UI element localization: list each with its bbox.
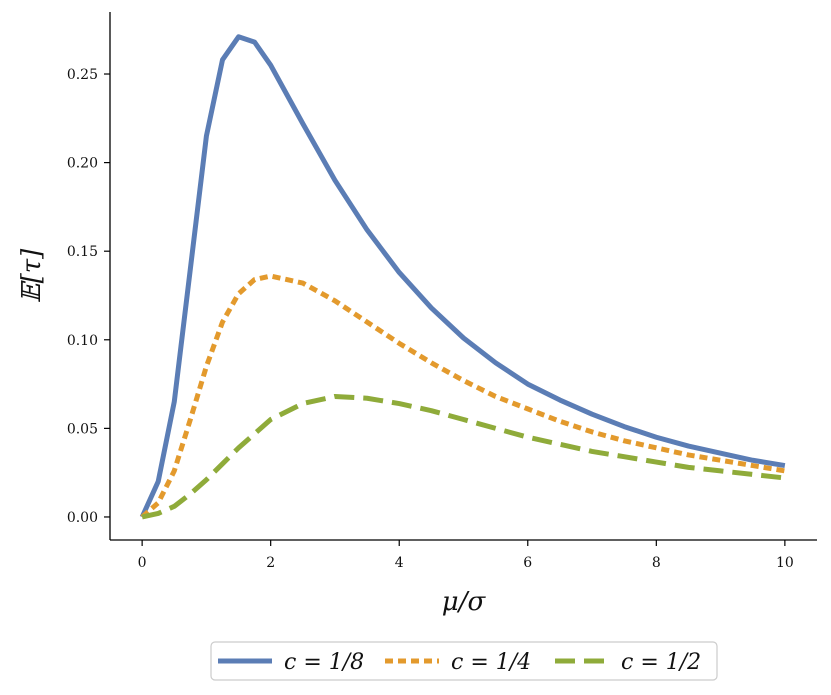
- legend-label-2: c = 1/4: [451, 650, 531, 675]
- y-tick-label: 0.15: [67, 244, 98, 260]
- y-tick-label: 0.05: [67, 421, 98, 437]
- y-axis-title: 𝔼[τ]: [17, 248, 47, 303]
- series-line-1: [139, 34, 786, 519]
- legend-label-3: c = 1/2: [621, 650, 701, 675]
- series-line-2: [140, 273, 786, 519]
- x-tick-label: 10: [776, 555, 794, 571]
- x-tick-label: 4: [395, 555, 404, 571]
- x-tick-label: 0: [138, 555, 147, 571]
- legend-label-1: c = 1/8: [284, 650, 364, 675]
- y-tick-label: 0.10: [67, 333, 98, 349]
- x-tick-label: 6: [523, 555, 532, 571]
- x-axis-title: μ/σ: [442, 587, 487, 617]
- plot-area: [139, 34, 786, 520]
- y-tick-label: 0.25: [67, 67, 98, 83]
- x-tick-label: 8: [652, 555, 661, 571]
- y-tick-label: 0.00: [67, 510, 98, 526]
- y-tick-label: 0.20: [67, 156, 98, 172]
- legend-frame: [210, 641, 718, 681]
- x-tick-label: 2: [266, 555, 275, 571]
- series-line-3: [141, 393, 786, 520]
- axes: 0 2 4 6 8 10 0.00 0.05 0.10 0.15 0.20 0.25: [67, 12, 817, 571]
- legend: c = 1/8 c = 1/4 c = 1/2: [210, 641, 718, 681]
